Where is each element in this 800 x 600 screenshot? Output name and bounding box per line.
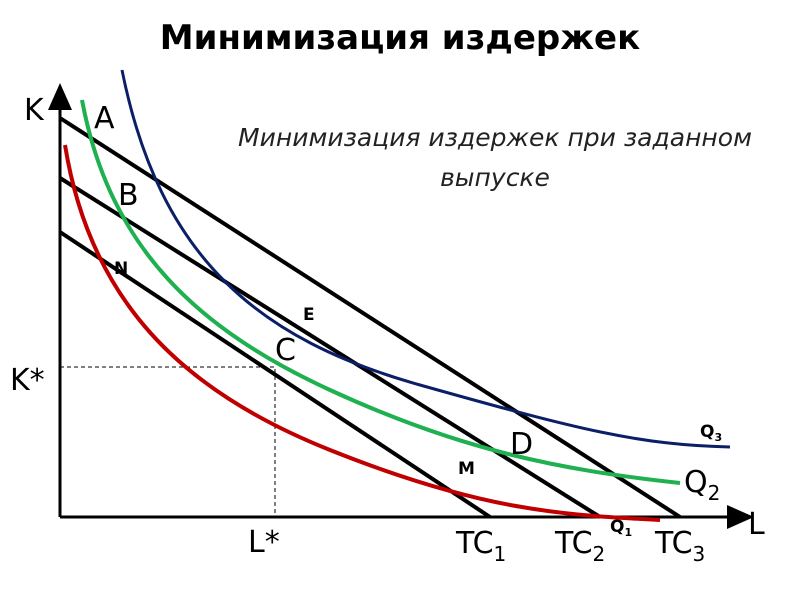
point-label: A: [94, 101, 115, 136]
isocost-label: TC1: [455, 526, 506, 566]
isoquant-curve: [80, 99, 681, 485]
axis-label: K*: [10, 363, 45, 398]
subtitle: Минимизация издержек при заданном выпуск…: [238, 123, 752, 192]
label-sub: 2: [593, 542, 606, 566]
label-sub: 1: [624, 526, 632, 539]
isocost-line: [58, 176, 602, 519]
axis-label: K: [24, 93, 45, 128]
label-base: TC: [554, 526, 593, 561]
isocost-line: [58, 116, 682, 519]
point-label: M: [458, 459, 475, 479]
label-sub: 3: [714, 431, 722, 444]
isoquant-label: Q3: [700, 422, 722, 444]
point-label: B: [118, 178, 139, 213]
label-base: TC: [654, 526, 693, 561]
axis-label: L: [748, 507, 765, 542]
isoquant-curve: [120, 69, 731, 449]
label-sub: 1: [494, 542, 507, 566]
label-sub: 2: [708, 481, 721, 505]
point-label: N: [114, 259, 128, 279]
isoquant-label: Q1: [610, 517, 632, 539]
isoquant-curve: [63, 144, 661, 522]
label-base: Q: [610, 517, 624, 537]
label-base: TC: [455, 526, 494, 561]
isocost-label: TC3: [654, 526, 705, 566]
title: Минимизация издержек: [159, 18, 641, 58]
point-label: C: [275, 333, 296, 368]
label-sub: 3: [693, 542, 706, 566]
point-label: D: [510, 427, 533, 462]
label-base: Q: [684, 465, 708, 500]
guide-lines: [60, 366, 276, 517]
isocost-line: [58, 230, 492, 519]
label-base: Q: [700, 422, 714, 442]
axis-label: L*: [248, 525, 280, 560]
isocost-label: TC2: [554, 526, 605, 566]
point-label: E: [303, 305, 315, 325]
isoquant-label: Q2: [684, 465, 720, 505]
